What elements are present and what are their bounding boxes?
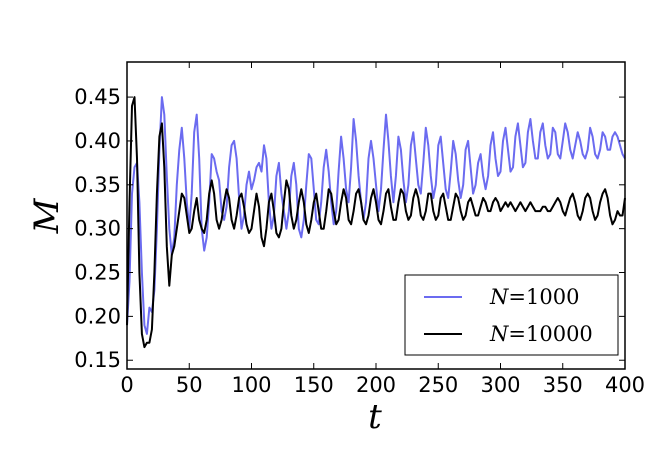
y-tick-label: 0.20 [74, 304, 121, 328]
x-tick-label: 400 [605, 373, 645, 397]
y-axis-label: M [27, 197, 67, 234]
x-tick-label: 100 [231, 373, 271, 397]
axes-layer: 0 50 100 150 200 250 300 350 400 0.15 0.20 0.25 0.30… [74, 61, 645, 397]
y-tick-label: 0.40 [74, 129, 121, 153]
x-tick-label: 300 [480, 373, 520, 397]
x-tick-label: 250 [418, 373, 458, 397]
legend-box [404, 274, 619, 356]
x-tick-label: 150 [294, 373, 334, 397]
legend-label-n1000: N=1000 [489, 285, 579, 309]
y-tick-label: 0.25 [74, 261, 121, 285]
y-tick-label: 0.35 [74, 173, 121, 197]
y-tick-label: 0.15 [74, 348, 121, 372]
x-axis-label: t [368, 397, 382, 437]
y-tick-label: 0.45 [74, 85, 121, 109]
x-tick-label: 0 [120, 373, 133, 397]
x-tick-label: 350 [543, 373, 583, 397]
x-tick-label: 50 [176, 373, 203, 397]
series-line-n10000 [126, 96, 626, 349]
legend: N=1000 N=10000 [404, 274, 619, 356]
series-layer [126, 96, 626, 349]
legend-label-n10000: N=10000 [489, 322, 593, 346]
y-tick-label: 0.30 [74, 217, 121, 241]
x-tick-label: 200 [356, 373, 396, 397]
